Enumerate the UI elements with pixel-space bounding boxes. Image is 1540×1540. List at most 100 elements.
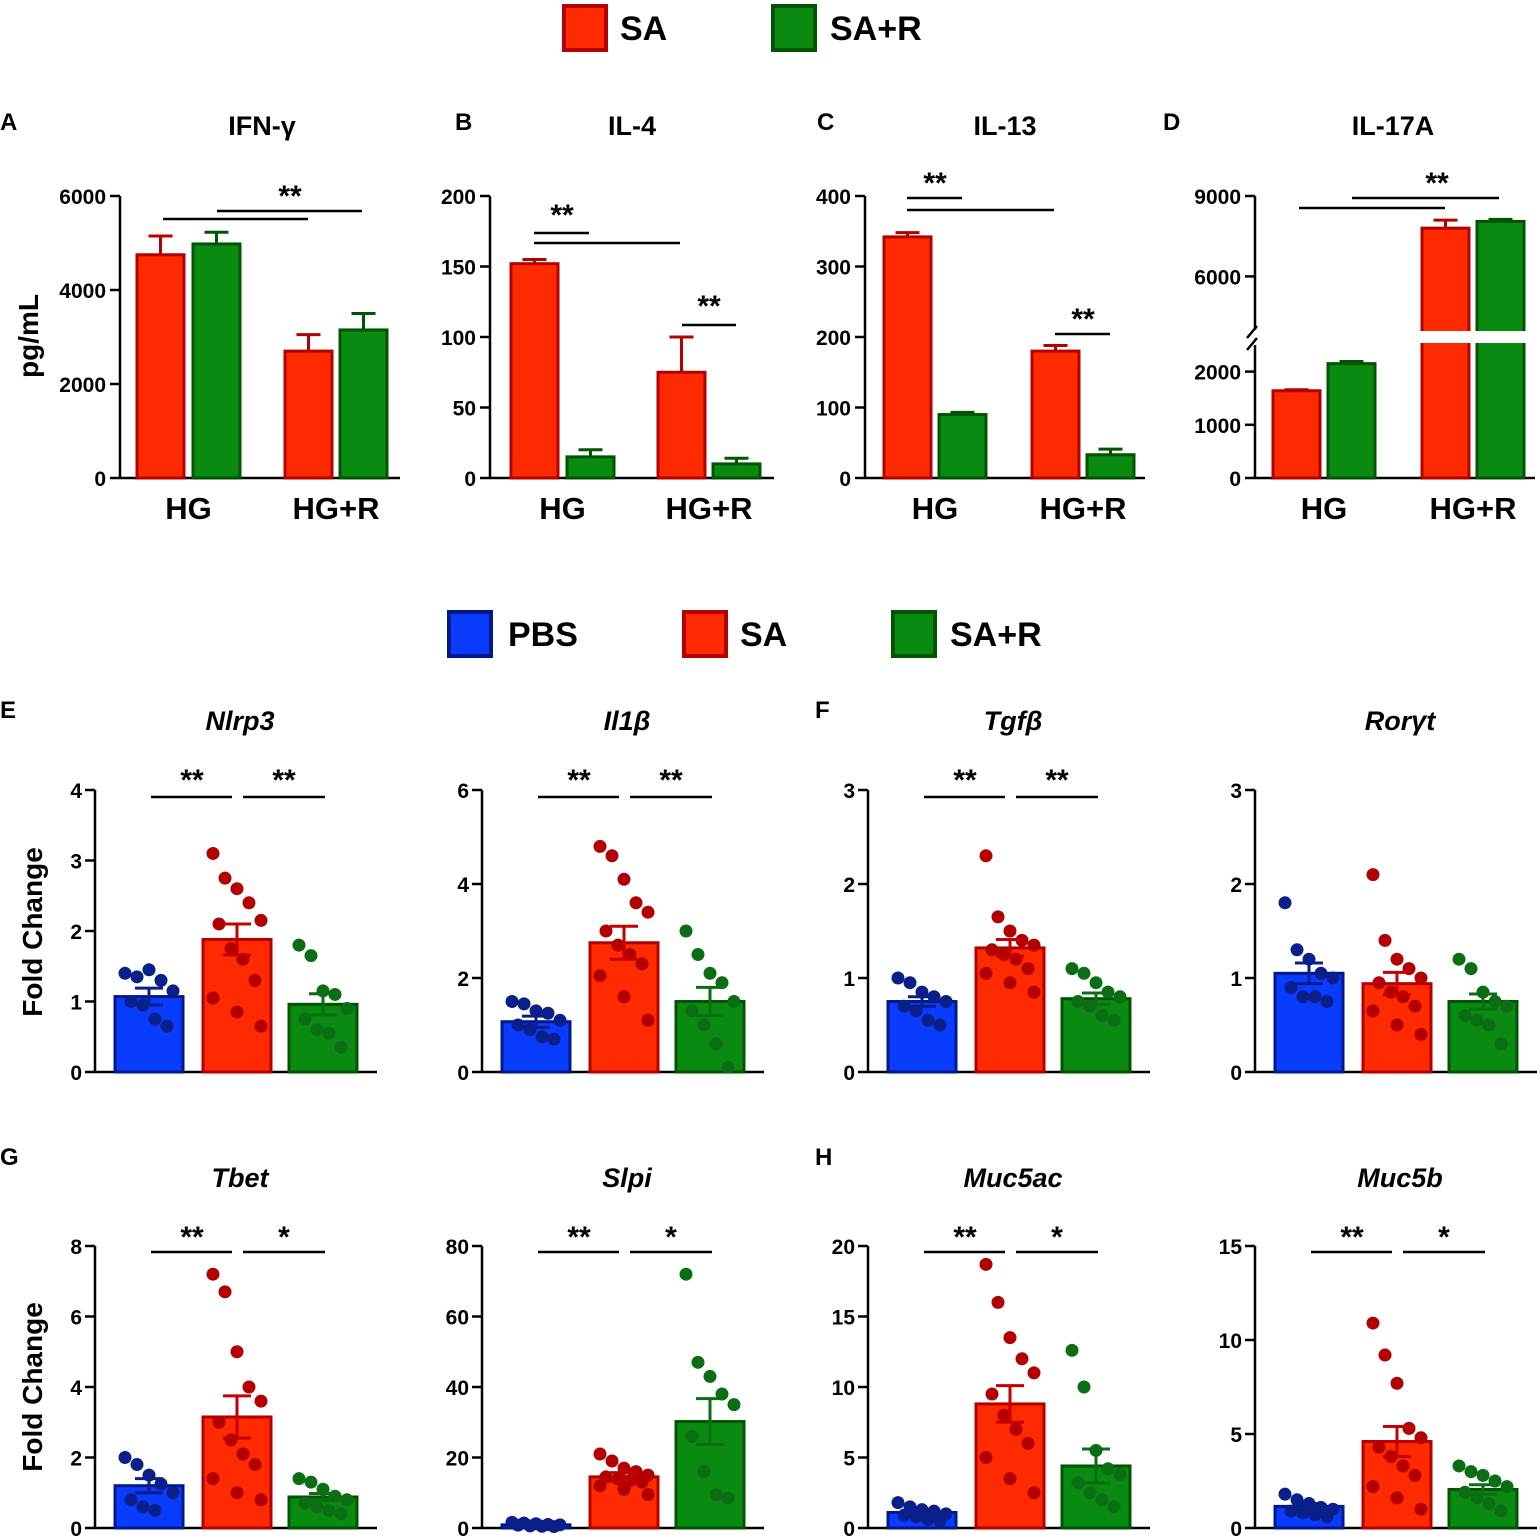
y-tick-label: 0 [457, 1518, 469, 1540]
data-point [703, 966, 717, 980]
y-tick-label: 1000 [1194, 415, 1241, 438]
data-point [691, 948, 705, 961]
data-point [1414, 1502, 1428, 1516]
data-point [322, 1026, 336, 1040]
bar-sa-plus-r-hg [937, 413, 988, 480]
data-point [721, 1060, 735, 1074]
panel-title: Il1β [604, 706, 651, 736]
legend-label-sa: SA [620, 10, 667, 48]
y-tick-label: 0 [839, 468, 851, 491]
data-point [997, 1408, 1011, 1422]
y-tick-label: 300 [816, 257, 851, 280]
bar-pbs [113, 995, 185, 1074]
y-tick-label: 0 [94, 468, 106, 491]
y-tick-label: 0 [843, 1062, 855, 1085]
data-point [511, 1018, 525, 1032]
data-point [166, 1486, 180, 1500]
data-point [979, 849, 993, 863]
data-point [1464, 1465, 1478, 1479]
y-tick-label: 0 [1230, 1062, 1242, 1085]
data-point [991, 1295, 1005, 1309]
data-point [1500, 999, 1514, 1013]
data-point [635, 1475, 649, 1489]
legend-swatch-sa [682, 610, 728, 658]
y-tick-label: 10 [832, 1377, 855, 1400]
data-point [340, 1002, 354, 1016]
data-point [617, 872, 631, 886]
data-point [1408, 1468, 1422, 1482]
data-point [242, 896, 256, 910]
y-tick-label: 4 [70, 780, 82, 803]
data-point [1113, 990, 1127, 1004]
significance-stars: ** [180, 764, 204, 797]
y-tick-label: 200 [441, 186, 476, 209]
data-point [130, 1458, 144, 1472]
data-point [1494, 1037, 1508, 1051]
panel-title: IL-13 [973, 111, 1036, 141]
data-point [124, 1493, 138, 1507]
data-point [322, 1503, 336, 1517]
y-tick-label: 6000 [1194, 266, 1241, 289]
y-tick-label: 2 [70, 921, 82, 944]
x-category-label: HG [1301, 491, 1348, 526]
data-point [697, 1465, 711, 1479]
data-point [1414, 1027, 1428, 1041]
data-point [1095, 1493, 1109, 1507]
data-point [679, 924, 693, 938]
y-tick-label: 50 [453, 398, 476, 421]
y-tick-label: 5 [1230, 1424, 1242, 1447]
bar-sa-hg [882, 235, 933, 480]
significance-stars: ** [272, 764, 296, 797]
significance-stars: * [665, 1221, 677, 1254]
y-axis-title: pg/mL [13, 294, 44, 378]
bar-sa [974, 1402, 1046, 1530]
data-point [1077, 1380, 1091, 1394]
data-point [1284, 980, 1298, 994]
data-point [891, 971, 905, 985]
data-point [1021, 1436, 1035, 1450]
data-point [1278, 896, 1292, 910]
data-point [685, 1429, 699, 1443]
bar-sa-plus-r-hg-plus-r [1475, 219, 1526, 480]
data-point [304, 949, 318, 963]
data-point [1083, 1486, 1097, 1500]
data-point [1378, 933, 1392, 947]
data-point [1482, 1018, 1496, 1032]
y-tick-label: 2 [843, 874, 855, 897]
data-point [505, 995, 519, 1008]
significance-stars: ** [953, 1221, 977, 1254]
panel-title: Tgfβ [984, 706, 1043, 736]
data-point [727, 995, 741, 1008]
data-point [218, 871, 232, 885]
data-point [1464, 962, 1478, 976]
data-point [709, 1037, 723, 1051]
data-point [154, 1477, 168, 1491]
data-point [1071, 995, 1085, 1008]
y-tick-label: 1 [1230, 968, 1242, 991]
x-category-label: HG+R [1040, 491, 1127, 526]
legend-swatch-sa [562, 4, 608, 52]
y-tick-label: 9000 [1194, 186, 1241, 209]
bar-sa-plus-r-hg [191, 242, 242, 480]
data-point [1378, 1348, 1392, 1362]
y-tick-label: 6 [70, 1307, 82, 1330]
data-point [1482, 1497, 1496, 1511]
bar-sa-hg-plus-r [1030, 349, 1081, 480]
data-point [118, 966, 132, 980]
data-point [985, 943, 999, 957]
data-point [593, 1447, 607, 1461]
y-tick-label: 0 [70, 1062, 82, 1085]
data-point [310, 1500, 324, 1514]
data-point [921, 1513, 935, 1527]
data-point [130, 970, 144, 984]
y-tick-label: 0 [464, 468, 476, 491]
data-point [340, 1493, 354, 1507]
data-point [1314, 966, 1328, 980]
data-point [142, 963, 156, 977]
data-point [1027, 985, 1041, 999]
data-point [1101, 1462, 1115, 1476]
data-point [727, 1398, 741, 1412]
data-point [1402, 1421, 1416, 1435]
panel-letter: G [0, 1144, 19, 1171]
y-tick-label: 15 [832, 1307, 856, 1330]
